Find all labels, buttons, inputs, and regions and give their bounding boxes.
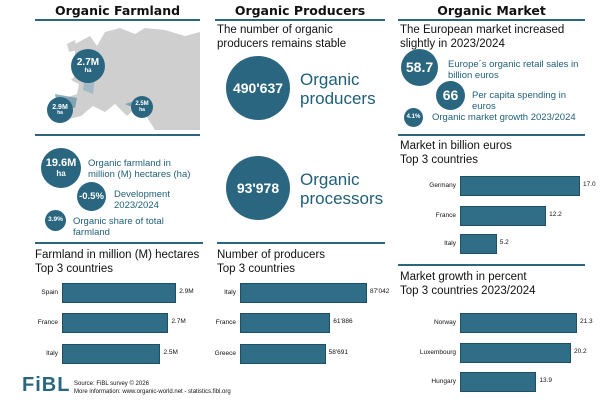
data-label: 61'886 — [333, 318, 353, 325]
share-label: Organic share of total farmland — [73, 216, 164, 238]
badge-unit: ha — [139, 106, 145, 113]
category-label: Norway — [433, 319, 456, 326]
development-circle: -0.5% — [77, 182, 106, 211]
europe-map: 2.7M ha 2.9M ha 2.5M ha — [35, 24, 200, 130]
producers-value: 490'637 — [232, 79, 284, 96]
divider — [35, 19, 200, 21]
category-label: France — [435, 212, 456, 219]
source-text: Source: FiBL survey © 2026 — [74, 381, 149, 387]
chart-title: Farmland in million (M) hectares Top 3 c… — [35, 249, 200, 275]
bar-luxembourg — [460, 343, 571, 363]
divider — [398, 264, 585, 266]
map-badge-italy: 2.5M ha — [131, 96, 153, 118]
map-badge-france: 2.7M ha — [71, 49, 105, 83]
badge-value: 2.7M — [76, 56, 100, 68]
divider — [398, 19, 585, 21]
data-label: 13.9 — [539, 377, 552, 384]
producers-circle: 490'637 — [226, 56, 290, 120]
processors-circle: 93'978 — [226, 156, 290, 220]
retail-circle: 58.7 — [401, 49, 438, 86]
data-label: 12.2 — [549, 211, 562, 218]
bar-germany — [460, 176, 580, 196]
badge-value: 2.9M — [52, 103, 68, 111]
per-capita-label: Per capita spending in euros — [472, 90, 567, 112]
growth-value: 4.1% — [406, 114, 421, 121]
data-label: 17.0 — [583, 181, 596, 188]
map-badge-spain: 2.9M ha — [47, 97, 73, 123]
market-subtitle: The European market increased slightly i… — [400, 24, 565, 50]
share-circle: 3.9% — [45, 210, 66, 231]
retail-label: Europe´s organic retail sales in billion… — [448, 59, 579, 81]
category-label: Italy — [46, 350, 58, 357]
data-label: 21.3 — [580, 318, 593, 325]
processors-label: Organic processors — [300, 170, 384, 208]
bar-france — [240, 313, 331, 333]
badge-value: 2.5M — [135, 101, 149, 108]
category-label: France — [37, 319, 58, 326]
category-label: Italy — [224, 289, 236, 296]
divider — [398, 134, 585, 136]
bar-italy — [62, 344, 161, 364]
bar-italy — [460, 234, 497, 254]
data-label: 87'042 — [370, 288, 390, 295]
category-label: Spain — [41, 289, 58, 296]
data-label: 20.2 — [573, 348, 587, 355]
divider — [217, 242, 385, 244]
category-label: Greece — [214, 350, 236, 357]
retail-value: 58.7 — [405, 59, 434, 76]
bar-france — [62, 313, 169, 333]
chart-title: Market growth in percent Top 3 countries… — [400, 271, 536, 297]
data-label: 5.2 — [499, 239, 509, 246]
bar-italy — [240, 283, 367, 303]
producers-label: Organic producers — [300, 70, 376, 108]
category-label: France — [215, 319, 236, 326]
fibl-logo: FiBL — [22, 374, 71, 396]
processors-value: 93'978 — [236, 179, 280, 196]
category-label: Italy — [444, 240, 456, 247]
farmland-total-label: Organic farmland in million (M) hectares… — [88, 158, 191, 180]
growth-circle: 4.1% — [404, 108, 423, 127]
total-value: 19.6M — [45, 157, 77, 170]
divider — [35, 134, 200, 136]
per-capita-circle: 66 — [436, 81, 465, 110]
data-label: 2.7M — [171, 318, 186, 325]
data-label: 2.5M — [163, 349, 178, 356]
producers-title: Organic Producers — [234, 3, 366, 18]
bar-greece — [240, 344, 326, 364]
category-label: Hungary — [431, 378, 456, 385]
producers-subtitle: The number of organic producers remains … — [217, 24, 347, 50]
more-info-text: More information: www.organic-world.net … — [74, 389, 231, 395]
total-unit: ha — [56, 168, 66, 178]
share-value: 3.9% — [48, 216, 63, 224]
category-label: Germany — [429, 182, 456, 189]
bar-france — [460, 206, 547, 226]
farmland-title: Organic Farmland — [54, 3, 181, 18]
bar-hungary — [460, 372, 537, 392]
bar-norway — [460, 313, 577, 333]
farmland-total-circle: 19.6M ha — [41, 148, 81, 188]
growth-label: Organic market growth 2023/2024 — [432, 112, 576, 123]
badge-unit: ha — [84, 68, 92, 75]
per-capita-value: 66 — [442, 87, 459, 104]
chart-title: Number of producers Top 3 countries — [217, 249, 326, 275]
divider — [35, 242, 203, 244]
development-label: Development 2023/2024 — [114, 189, 170, 211]
badge-unit: ha — [57, 110, 63, 117]
data-label: 58'691 — [328, 349, 348, 356]
market-title: Organic Market — [437, 3, 546, 18]
bar-spain — [62, 283, 177, 303]
chart-title: Market in billion euros Top 3 countries — [400, 140, 512, 166]
divider — [215, 19, 385, 21]
development-value: -0.5% — [79, 190, 104, 202]
data-label: 2.9M — [179, 288, 194, 295]
category-label: Luxembourg — [419, 349, 456, 356]
